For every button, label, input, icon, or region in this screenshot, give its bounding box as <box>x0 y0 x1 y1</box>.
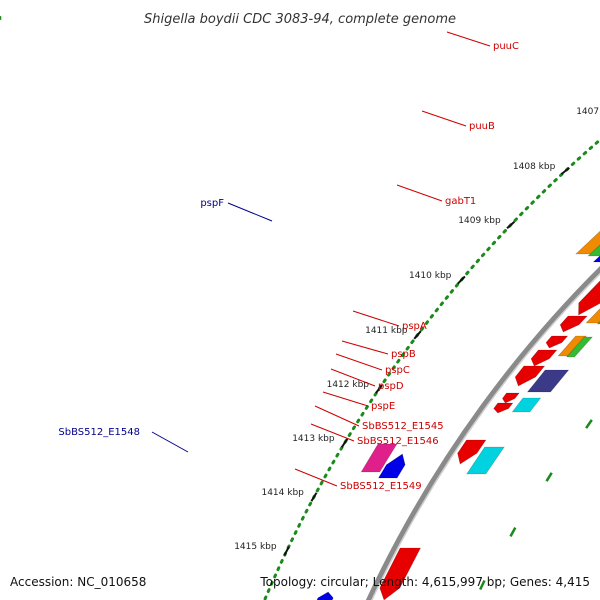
gene-label[interactable]: pspB <box>391 349 416 360</box>
scale-tick <box>375 384 383 394</box>
inner-ring-tick <box>585 419 593 429</box>
summary-text: Topology: circular; Length: 4,615,997 bp… <box>259 575 590 589</box>
gene-label[interactable]: SbBS512_E1548 <box>58 427 140 438</box>
gene-label[interactable]: puuB <box>469 121 495 132</box>
SbBS512_E1549-region[interactable] <box>466 446 505 475</box>
inner-ring-tick <box>509 527 517 537</box>
scale-tick <box>283 546 290 556</box>
SbBS512_E1549-gene[interactable] <box>457 439 487 465</box>
scale-tick <box>340 438 349 448</box>
gene-label[interactable]: puuC <box>493 41 519 52</box>
pspC-region-2[interactable] <box>565 336 593 358</box>
scale-tick <box>310 492 318 502</box>
feature-layer <box>315 198 600 600</box>
scale-tick <box>457 275 466 285</box>
scale-tick-label: 1409 kbp <box>458 216 501 226</box>
SbBS512_E1548-gene[interactable] <box>377 453 406 479</box>
scale-tick <box>560 167 570 175</box>
scale-tick-label: 1407 kbp <box>576 107 600 117</box>
leader-line <box>341 340 389 355</box>
pspF-gene[interactable] <box>575 198 600 255</box>
gene-label[interactable]: gabT1 <box>445 196 476 207</box>
inner-ring-tick <box>545 472 553 482</box>
scale-tick-label: 1413 kbp <box>292 434 335 444</box>
scale-tick-label: 1410 kbp <box>409 271 452 281</box>
scale-tick-label: 1415 kbp <box>234 542 277 552</box>
SbBS512_E1546-region[interactable] <box>511 397 542 413</box>
leader-line <box>322 391 369 407</box>
gene-label[interactable]: pspA <box>402 321 427 332</box>
leader-line <box>396 184 443 202</box>
leader-line <box>446 31 491 47</box>
scale-tick-label: 1414 kbp <box>261 488 304 498</box>
accession-text: Accession: NC_010658 <box>10 575 146 589</box>
leader-line <box>314 405 360 427</box>
scale-tick-label: 1412 kbp <box>327 380 370 390</box>
pspD-gene[interactable] <box>514 365 546 387</box>
pspF-arrow[interactable] <box>592 206 600 263</box>
scale-tick-label: 1408 kbp <box>513 162 556 172</box>
scale-tick-label: 1411 kbp <box>365 326 408 336</box>
rings-layer <box>263 0 600 600</box>
leader-line <box>227 202 273 222</box>
label-layer: pspF SbBS512_E1548 puuC puuB gabT1 pspA pspB ps… <box>58 31 519 492</box>
pspA-gene[interactable] <box>578 277 600 316</box>
outer-dotted-ring <box>263 138 600 600</box>
SbBS512_E1548-region[interactable] <box>360 443 398 473</box>
gene-label[interactable]: SbBS512_E1549 <box>340 481 422 492</box>
SbBS512_E1545-gene[interactable] <box>493 402 514 414</box>
genome-backbone <box>365 266 600 600</box>
backbone-highlight <box>371 272 600 600</box>
gene-label[interactable]: pspD <box>378 381 404 392</box>
gene-label[interactable]: pspC <box>385 365 410 376</box>
map-title: Shigella boydii CDC 3083-94, complete ge… <box>144 12 456 27</box>
leader-line <box>335 353 383 371</box>
pspB-gene-2[interactable] <box>545 335 569 349</box>
gene-label[interactable]: pspE <box>371 401 395 412</box>
pspE-gene[interactable] <box>502 392 520 404</box>
leader-line <box>310 423 355 442</box>
leader-line <box>294 468 338 487</box>
leader-line <box>421 110 467 127</box>
leader-line <box>151 431 189 453</box>
gene-label[interactable]: pspF <box>200 198 224 209</box>
pspC-gene[interactable] <box>530 349 558 367</box>
gene-label[interactable]: SbBS512_E1546 <box>357 436 439 447</box>
pspD-region[interactable] <box>526 369 570 393</box>
pspA-region-2[interactable] <box>596 284 600 325</box>
bottom-blue-gene[interactable] <box>315 591 334 600</box>
pspB-gene[interactable] <box>559 315 588 333</box>
scale-tick <box>413 330 422 340</box>
gene-label[interactable]: SbBS512_E1545 <box>362 421 444 432</box>
bottom-red-gene[interactable] <box>379 547 421 600</box>
leader-line <box>330 368 376 387</box>
inner-ring-tick <box>479 579 486 591</box>
leader-line <box>352 310 400 327</box>
scale-tick <box>506 220 516 230</box>
pspF-region[interactable] <box>587 200 600 257</box>
